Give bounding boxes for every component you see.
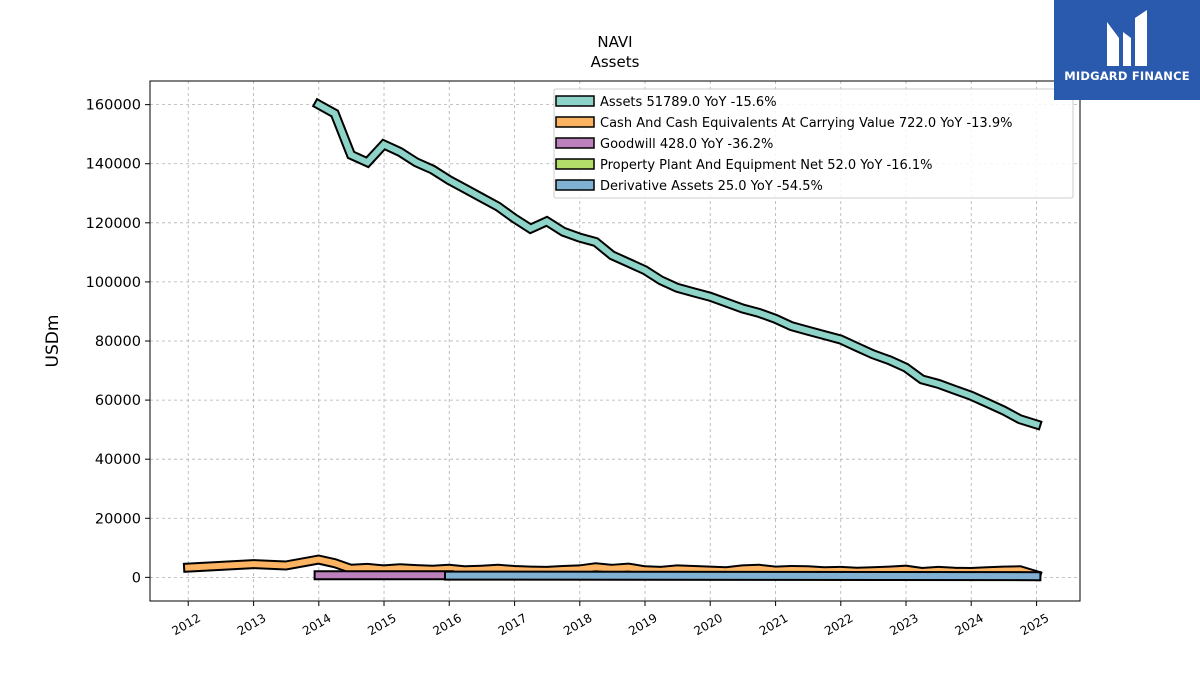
x-tick-label: 2024 [952, 611, 985, 638]
legend-swatch [555, 95, 595, 107]
y-axis-label: USDm [43, 315, 63, 368]
midgard-finance-logo-icon [1107, 10, 1147, 66]
legend-entry: Goodwill 428.0 YoY -36.2% [600, 137, 773, 152]
y-tick-label: 100000 [86, 275, 141, 291]
series-assets [311, 97, 1043, 431]
x-tick-label: 2025 [1018, 611, 1051, 638]
x-tick-label: 2014 [300, 611, 333, 638]
legend-swatch [555, 137, 595, 149]
y-tick-label: 120000 [86, 216, 141, 232]
series-line [445, 572, 1040, 580]
legend-swatch [555, 179, 595, 191]
legend: Assets 51789.0 YoY -15.6% Cash And Cash E… [553, 88, 1074, 199]
legend-entry: Derivative Assets 25.0 YoY -54.5% [600, 179, 823, 194]
y-tick-label: 60000 [95, 393, 141, 409]
legend-entry: Assets 51789.0 YoY -15.6% [600, 95, 777, 110]
chart-subtitle: Assets [591, 53, 640, 71]
series-cash-and-cash-equivalents-at-carrying-value [182, 554, 1043, 582]
legend-box [553, 88, 1074, 199]
y-tick-label: 80000 [95, 334, 141, 350]
y-tick-label: 160000 [86, 98, 141, 114]
x-tick-label: 2022 [822, 611, 855, 638]
y-tick-label: 20000 [95, 511, 141, 527]
legend-swatch [555, 116, 595, 128]
logo-text: MIDGARD FINANCE [1064, 69, 1190, 83]
series-derivative-assets [443, 570, 1042, 582]
y-axis: 0 20000 40000 60000 80000 100000 120000 140000 1… [86, 98, 150, 586]
x-tick-label: 2020 [691, 611, 724, 638]
y-tick-label: 140000 [86, 157, 141, 173]
x-tick-label: 2013 [235, 611, 268, 638]
x-tick-label: 2016 [430, 611, 463, 638]
x-tick-label: 2017 [496, 611, 529, 638]
series-line [184, 556, 1041, 579]
x-axis: 2012 2013 2014 2015 2016 2017 2018 2019 2020 2021… [170, 601, 1051, 638]
legend-entry: Property Plant And Equipment Net 52.0 Yo… [600, 158, 933, 173]
x-tick-label: 2023 [887, 611, 920, 638]
y-tick-label: 40000 [95, 452, 141, 468]
x-tick-label: 2015 [365, 611, 398, 638]
legend-entry: Cash And Cash Equivalents At Carrying Va… [600, 116, 1012, 131]
chart-title: NAVI [597, 33, 632, 51]
series-layer [182, 97, 1043, 582]
midgard-finance-logo: MIDGARD FINANCE [1054, 0, 1200, 100]
x-tick-label: 2012 [170, 611, 203, 638]
legend-swatch [555, 158, 595, 170]
x-tick-label: 2018 [561, 611, 594, 638]
series-line [314, 100, 1041, 429]
y-tick-label: 0 [132, 570, 141, 586]
x-tick-label: 2019 [626, 611, 659, 638]
x-tick-label: 2021 [757, 611, 790, 638]
